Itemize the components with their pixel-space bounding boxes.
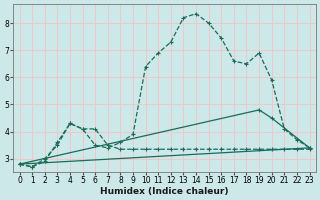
X-axis label: Humidex (Indice chaleur): Humidex (Indice chaleur) xyxy=(100,187,229,196)
